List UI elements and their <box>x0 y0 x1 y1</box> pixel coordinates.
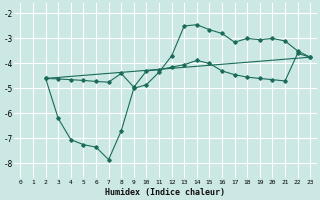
X-axis label: Humidex (Indice chaleur): Humidex (Indice chaleur) <box>105 188 225 197</box>
